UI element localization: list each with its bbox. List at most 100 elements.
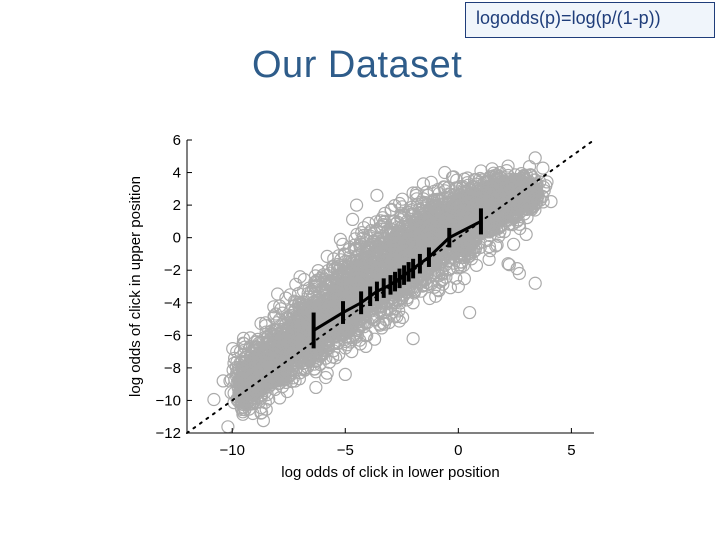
scatter-point bbox=[370, 188, 384, 202]
y-tick-label: −10 bbox=[156, 392, 181, 409]
scatter-point bbox=[338, 341, 352, 355]
scatter-point bbox=[446, 210, 461, 224]
x-tick-label: −10 bbox=[219, 442, 244, 459]
scatter-point bbox=[544, 195, 558, 209]
scatter-point bbox=[230, 345, 244, 359]
y-axis-label: log odds of click in upper position bbox=[127, 176, 144, 397]
scatter-point bbox=[515, 188, 529, 202]
scatter-point bbox=[352, 276, 366, 290]
scatter-point bbox=[264, 353, 278, 367]
scatter-point bbox=[392, 314, 406, 328]
scatter-point bbox=[349, 198, 364, 212]
scatter-point bbox=[236, 331, 251, 345]
scatter-point bbox=[496, 195, 511, 209]
scatter-point bbox=[523, 168, 538, 182]
scatter-point bbox=[406, 296, 420, 310]
y-tick-label: −12 bbox=[156, 425, 181, 442]
scatter-point bbox=[509, 210, 523, 224]
scatter-point bbox=[320, 366, 334, 380]
scatter-point bbox=[338, 367, 352, 381]
scatter-point bbox=[267, 311, 281, 325]
scatter-point bbox=[345, 345, 359, 359]
scatter-point bbox=[506, 237, 521, 251]
scatter-point bbox=[296, 295, 310, 309]
scatter-point bbox=[456, 190, 470, 204]
scatter-point bbox=[410, 192, 424, 206]
scatter-point bbox=[418, 224, 432, 238]
scatter-point bbox=[316, 348, 330, 362]
scatter-point bbox=[216, 374, 230, 388]
scatter-point bbox=[528, 276, 542, 290]
scatter-point bbox=[395, 192, 409, 206]
scatter-point bbox=[479, 199, 493, 213]
scatter-point bbox=[392, 196, 407, 211]
scatter-point bbox=[519, 227, 533, 242]
y-tick-label: 0 bbox=[173, 230, 181, 247]
scatter-point bbox=[431, 204, 445, 218]
scatter-point bbox=[346, 212, 360, 226]
scatter-point bbox=[401, 235, 416, 250]
scatter-point bbox=[362, 216, 376, 230]
scatter-point bbox=[449, 201, 464, 215]
scatter-point bbox=[482, 252, 496, 266]
scatter-point bbox=[390, 250, 404, 264]
scatter-point bbox=[268, 382, 282, 397]
scatter-point bbox=[539, 179, 553, 193]
scatter-point bbox=[420, 217, 434, 231]
scatter-point bbox=[334, 289, 348, 303]
scatter-point bbox=[325, 276, 339, 290]
scatter-point bbox=[343, 240, 357, 255]
y-tick-label: 4 bbox=[173, 165, 181, 182]
scatter-point bbox=[447, 205, 461, 219]
scatter-point bbox=[429, 289, 443, 303]
scatter-point bbox=[512, 217, 527, 231]
y-tick-label: 2 bbox=[173, 197, 181, 214]
scatter-point bbox=[524, 168, 538, 182]
scatter-point bbox=[431, 283, 445, 297]
scatter-point bbox=[411, 211, 425, 225]
scatter-point bbox=[474, 164, 488, 178]
scatter-point bbox=[528, 151, 542, 165]
scatter-point bbox=[501, 187, 515, 201]
scatter-point bbox=[321, 337, 335, 351]
scatter-point bbox=[377, 218, 391, 232]
scatter-point bbox=[307, 362, 321, 376]
scatter-point bbox=[292, 372, 306, 386]
scatter-point bbox=[293, 270, 307, 284]
scatter-point bbox=[465, 182, 479, 196]
scatter-point bbox=[311, 302, 325, 316]
scatter-point bbox=[449, 271, 463, 285]
scatter-point bbox=[332, 249, 346, 263]
scatter-point bbox=[320, 249, 334, 263]
scatter-point bbox=[301, 305, 315, 320]
scatter-point bbox=[400, 230, 414, 244]
scatter-point bbox=[492, 229, 506, 243]
scatter-point bbox=[372, 317, 386, 331]
scatter-point bbox=[487, 178, 502, 193]
y-tick-label: −6 bbox=[164, 327, 181, 344]
scatter-point bbox=[501, 159, 515, 173]
x-tick-label: −5 bbox=[337, 442, 354, 459]
x-tick-label: 5 bbox=[567, 442, 575, 459]
scatter-point bbox=[389, 243, 403, 257]
scatter-point bbox=[450, 173, 464, 187]
scatter-point bbox=[339, 334, 353, 348]
scatter-point bbox=[238, 403, 252, 417]
scatter-point bbox=[347, 328, 361, 342]
scatter-point bbox=[460, 239, 474, 253]
scatter-point bbox=[370, 232, 385, 246]
scatter-point bbox=[463, 305, 477, 320]
scatter-point bbox=[433, 224, 447, 238]
scatter-point bbox=[241, 387, 255, 401]
scatter-point bbox=[361, 255, 375, 269]
scatter-point bbox=[429, 268, 443, 283]
scatter-point bbox=[223, 374, 237, 388]
scatter-point bbox=[536, 161, 550, 175]
scatter-point bbox=[385, 227, 400, 241]
scatter-point bbox=[288, 312, 303, 326]
scatter-point bbox=[229, 360, 243, 374]
scatter-point bbox=[273, 299, 287, 313]
scatter-point bbox=[370, 243, 384, 257]
scatter-point bbox=[525, 177, 539, 192]
